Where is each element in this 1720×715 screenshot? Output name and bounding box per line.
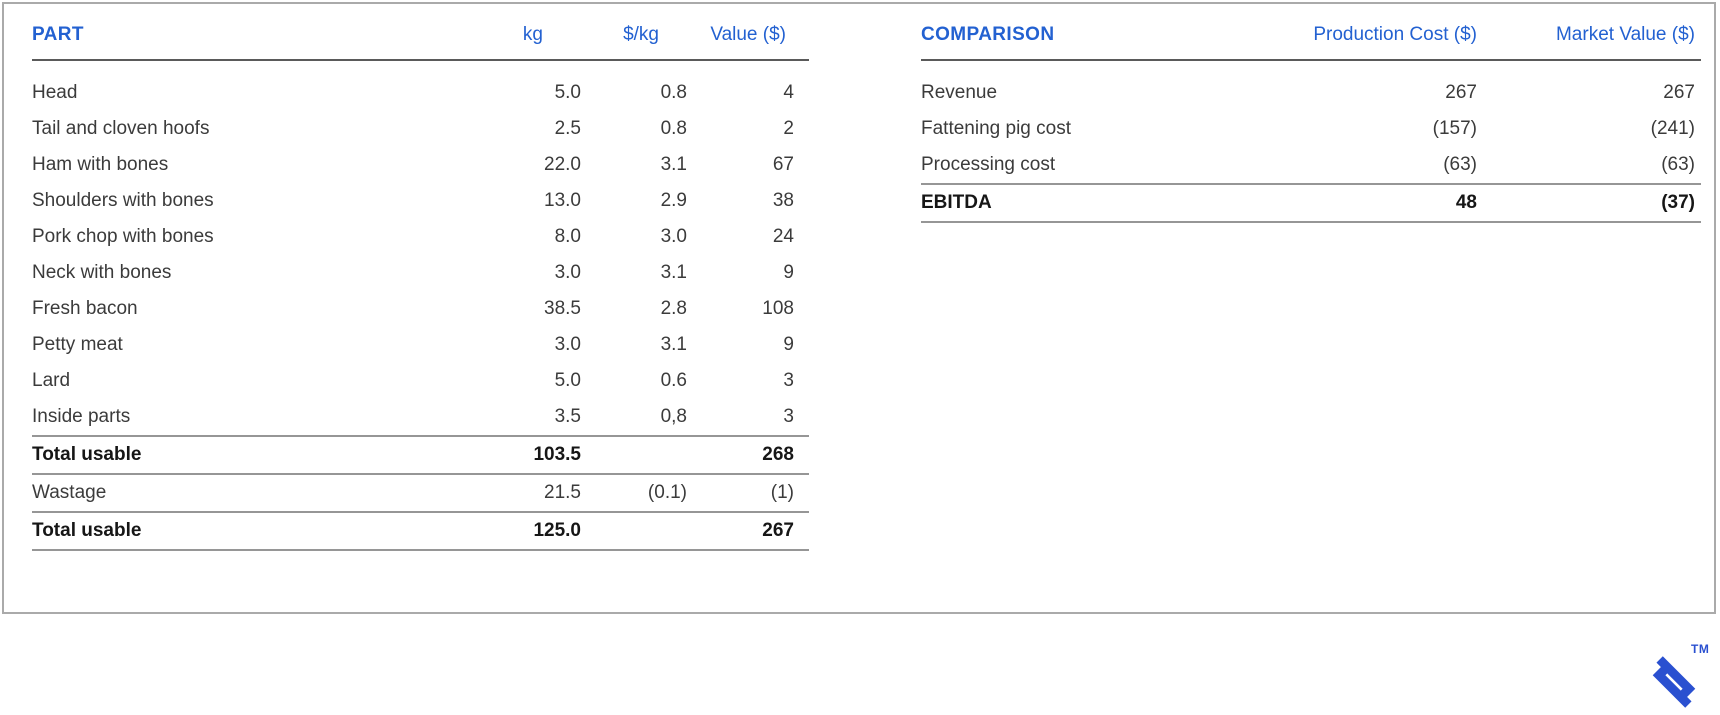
table-row: Head 5.0 0.8 4 [32, 75, 809, 111]
table-row: Revenue 267 267 [921, 75, 1701, 111]
row-value: 9 [783, 262, 794, 283]
table-row: EBITDA 48 (37) [921, 184, 1701, 223]
table-row: Tail and cloven hoofs 2.5 0.8 2 [32, 111, 809, 147]
table-row: Petty meat 3.0 3.1 9 [32, 327, 809, 363]
report-panel: PART kg $/kg Value ($) Head 5.0 0.8 4 Tail a… [2, 2, 1716, 614]
row-value: 48 [1221, 184, 1477, 223]
table-row: Processing cost (63) (63) [921, 147, 1701, 185]
row-value: 103.5 [354, 435, 581, 475]
row-label: Inside parts [32, 406, 131, 427]
row-label: Total usable [32, 435, 354, 475]
row-value [581, 435, 687, 475]
row-value: 267 [1445, 82, 1477, 103]
row-value: 3.0 [554, 262, 581, 283]
row-value: 268 [687, 435, 809, 475]
column-header-market-value: Market Value ($) [1477, 24, 1701, 61]
row-value: 8.0 [554, 226, 581, 247]
row-value: 267 [687, 512, 809, 551]
table-row: Inside parts 3.5 0,8 3 [32, 399, 809, 436]
column-header-value: Value ($) [687, 24, 809, 61]
row-value: 21.5 [354, 474, 581, 513]
row-value: 2.5 [554, 118, 581, 139]
row-label: Tail and cloven hoofs [32, 118, 210, 139]
row-value: 0,8 [660, 406, 687, 427]
row-value: 13.0 [544, 190, 581, 211]
row-value: 0.8 [660, 118, 687, 139]
row-label: Fresh bacon [32, 298, 138, 319]
table-row: Fresh bacon 38.5 2.8 108 [32, 291, 809, 327]
column-header-kg: kg [354, 24, 581, 61]
table-row: Neck with bones 3.0 3.1 9 [32, 255, 809, 291]
row-value: 108 [762, 298, 794, 319]
row-value: 2 [783, 118, 794, 139]
row-value: 2.9 [660, 190, 687, 211]
table-row: Pork chop with bones 8.0 3.0 24 [32, 219, 809, 255]
row-value: 3.1 [660, 262, 687, 283]
row-value: 22.0 [544, 154, 581, 175]
row-value: 2.8 [660, 298, 687, 319]
row-value: (37) [1477, 184, 1701, 223]
row-value: (63) [1477, 147, 1701, 185]
row-value: 24 [772, 226, 794, 247]
row-value: 4 [783, 82, 794, 103]
row-value: (241) [1650, 118, 1695, 139]
row-value: 3.1 [660, 154, 687, 175]
comparison-table-title: COMPARISON [921, 24, 1221, 61]
row-value [581, 512, 687, 551]
parts-table-header-row: PART kg $/kg Value ($) [32, 24, 809, 61]
row-label: Fattening pig cost [921, 118, 1071, 139]
row-value: (157) [1432, 118, 1477, 139]
row-label: Wastage [32, 474, 354, 513]
row-label: Ham with bones [32, 154, 169, 175]
row-value: 3.0 [660, 226, 687, 247]
table-row: Fattening pig cost (157) (241) [921, 111, 1701, 147]
toptal-logo-icon [1652, 656, 1696, 708]
row-value: (1) [687, 474, 809, 513]
row-value: (0.1) [581, 474, 687, 513]
row-label: Pork chop with bones [32, 226, 214, 247]
row-value: 3.0 [554, 334, 581, 355]
toptal-logo-bottom-ribbon [1652, 663, 1692, 708]
row-value: 38.5 [544, 298, 581, 319]
table-row: Total usable 103.5 268 [32, 435, 809, 475]
row-label: Processing cost [921, 147, 1221, 185]
row-label: Neck with bones [32, 262, 172, 283]
table-row: Shoulders with bones 13.0 2.9 38 [32, 183, 809, 219]
row-value: 5.0 [554, 370, 581, 391]
row-value: 67 [772, 154, 794, 175]
table-row: Lard 5.0 0.6 3 [32, 363, 809, 399]
row-label: Total usable [32, 512, 354, 551]
row-label: Lard [32, 370, 71, 391]
row-value: (63) [1221, 147, 1477, 185]
row-label: Head [32, 82, 78, 103]
row-label: Petty meat [32, 334, 123, 355]
table-row: Ham with bones 22.0 3.1 67 [32, 147, 809, 183]
row-value: 3 [783, 370, 794, 391]
table-row: Total usable 125.0 267 [32, 512, 809, 551]
row-value: 3.5 [554, 406, 581, 427]
table-row: Wastage 21.5 (0.1) (1) [32, 474, 809, 513]
row-value: 0.8 [660, 82, 687, 103]
comparison-table-header-row: COMPARISON Production Cost ($) Market Va… [921, 24, 1701, 61]
parts-table-title: PART [32, 24, 354, 61]
row-value: 38 [772, 190, 794, 211]
parts-table: PART kg $/kg Value ($) Head 5.0 0.8 4 Tail a… [32, 24, 809, 551]
row-value: 3 [783, 406, 794, 427]
row-value: 3.1 [660, 334, 687, 355]
row-value: 267 [1663, 82, 1695, 103]
row-value: 9 [783, 334, 794, 355]
column-header-production-cost: Production Cost ($) [1221, 24, 1477, 61]
trademark-symbol: TM [1691, 642, 1710, 656]
comparison-table: COMPARISON Production Cost ($) Market Va… [921, 24, 1701, 223]
column-header-per-kg: $/kg [581, 24, 687, 61]
row-label: Revenue [921, 82, 998, 103]
row-label: EBITDA [921, 184, 1221, 223]
row-label: Shoulders with bones [32, 190, 214, 211]
row-value: 0.6 [660, 370, 687, 391]
row-value: 5.0 [554, 82, 581, 103]
row-value: 125.0 [354, 512, 581, 551]
